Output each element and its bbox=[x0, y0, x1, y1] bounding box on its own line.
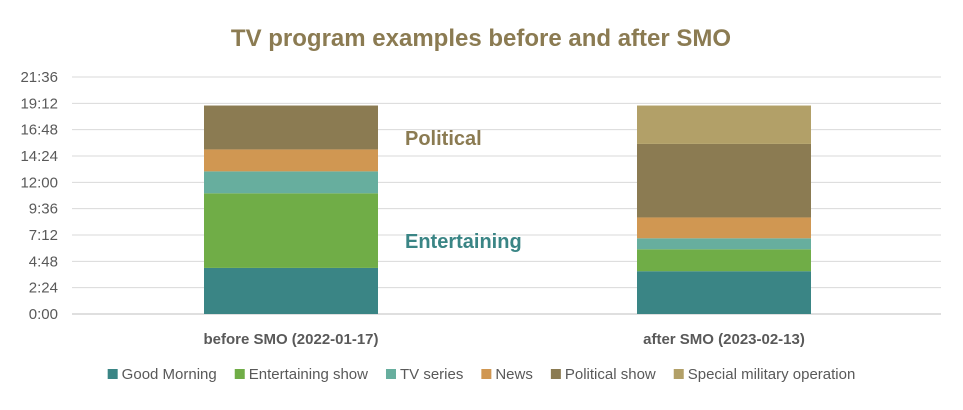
y-tick-label: 16:48 bbox=[20, 122, 58, 139]
annotations: Political Entertaining bbox=[405, 128, 522, 253]
legend-swatch bbox=[385, 369, 396, 379]
legend-item-political-show: Political show bbox=[550, 366, 656, 383]
legend-swatch bbox=[673, 369, 684, 379]
x-category-label: before SMO (2022-01-17) bbox=[203, 331, 378, 348]
legend-swatch bbox=[550, 369, 561, 379]
legend-item-tv-series: TV series bbox=[385, 366, 463, 383]
bar-segment-tv-series bbox=[637, 238, 811, 250]
legend-item-entertaining-show: Entertaining show bbox=[234, 366, 368, 383]
y-axis: 0:00 2:24 4:48 7:12 9:36 12:00 14:24 16:48 19:12… bbox=[20, 69, 58, 323]
legend: Good Morning Entertaining show TV series Ne… bbox=[107, 366, 856, 383]
x-axis: before SMO (2022-01-17) after SMO (2023-0… bbox=[203, 331, 804, 348]
legend-item-special-military-operation: Special military operation bbox=[673, 366, 856, 383]
y-tick-label: 2:24 bbox=[29, 280, 58, 297]
x-category-label: after SMO (2023-02-13) bbox=[643, 331, 805, 348]
bar-segment-entertaining-show bbox=[204, 193, 378, 268]
legend-swatch bbox=[234, 369, 245, 379]
annotation-label: Political bbox=[405, 128, 482, 150]
legend-item-good-morning: Good Morning bbox=[107, 366, 217, 383]
bars bbox=[204, 105, 811, 314]
legend-label: News bbox=[495, 366, 533, 383]
legend-label: Political show bbox=[565, 366, 656, 383]
y-tick-label: 12:00 bbox=[20, 174, 58, 191]
bar-segment-good-morning bbox=[637, 271, 811, 314]
annotation-label: Entertaining bbox=[405, 231, 522, 253]
bar-segment-political-show bbox=[637, 143, 811, 218]
bar-segment-political-show bbox=[204, 105, 378, 150]
y-tick-label: 9:36 bbox=[29, 201, 58, 218]
y-tick-label: 4:48 bbox=[29, 253, 58, 270]
bar-segment-news bbox=[637, 217, 811, 239]
bar-segment-special-military-operation bbox=[637, 105, 811, 144]
legend-label: Good Morning bbox=[122, 366, 217, 383]
bar-segment-good-morning bbox=[204, 267, 378, 314]
bar-segment-entertaining-show bbox=[637, 249, 811, 272]
y-tick-label: 19:12 bbox=[20, 95, 58, 112]
y-tick-label: 14:24 bbox=[20, 148, 58, 165]
legend-label: Special military operation bbox=[688, 366, 856, 383]
bar-segment-tv-series bbox=[204, 171, 378, 194]
legend-item-news: News bbox=[481, 366, 533, 383]
y-tick-label: 7:12 bbox=[29, 227, 58, 244]
bar-segment-news bbox=[204, 149, 378, 172]
legend-label: TV series bbox=[400, 366, 463, 383]
y-tick-label: 0:00 bbox=[29, 306, 58, 323]
legend-swatch bbox=[481, 369, 492, 379]
y-tick-label: 21:36 bbox=[20, 69, 58, 86]
chart-title: TV program examples before and after SMO bbox=[231, 25, 731, 52]
legend-swatch bbox=[107, 369, 118, 379]
legend-label: Entertaining show bbox=[249, 366, 368, 383]
